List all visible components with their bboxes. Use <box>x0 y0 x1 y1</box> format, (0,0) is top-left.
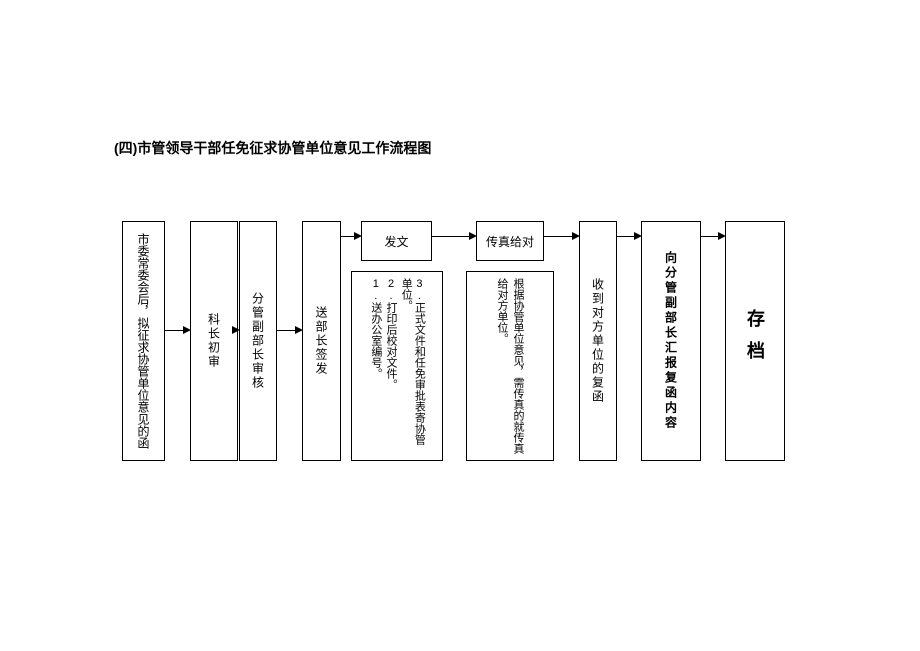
flow-node-sub: 1.送办公室编号。2.打印后校对文件。3.正式文件和任免审批表寄协管单位。 <box>351 271 443 461</box>
flow-node: 向分管副部长汇报复函内容 <box>641 221 701 461</box>
flow-node: 送部长签发 <box>302 221 341 461</box>
flow-node-sub: 根据协管单位意见，需传真的就传真给对方单位。 <box>466 271 554 461</box>
flow-node: 分管副部长审核 <box>239 221 277 461</box>
page-title: (四)市管领导干部任免征求协管单位意见工作流程图 <box>114 138 431 158</box>
flow-node: 科长初审 <box>190 221 238 461</box>
flow-node: 市委常委会后，拟征求协管单位意见的函 <box>122 221 165 461</box>
flow-node: 收到对方单位的复函 <box>579 221 617 461</box>
flow-node: 存档 <box>725 221 785 461</box>
flow-node-header: 发文 <box>361 221 432 261</box>
flow-node-header: 传真给对 <box>476 221 544 261</box>
